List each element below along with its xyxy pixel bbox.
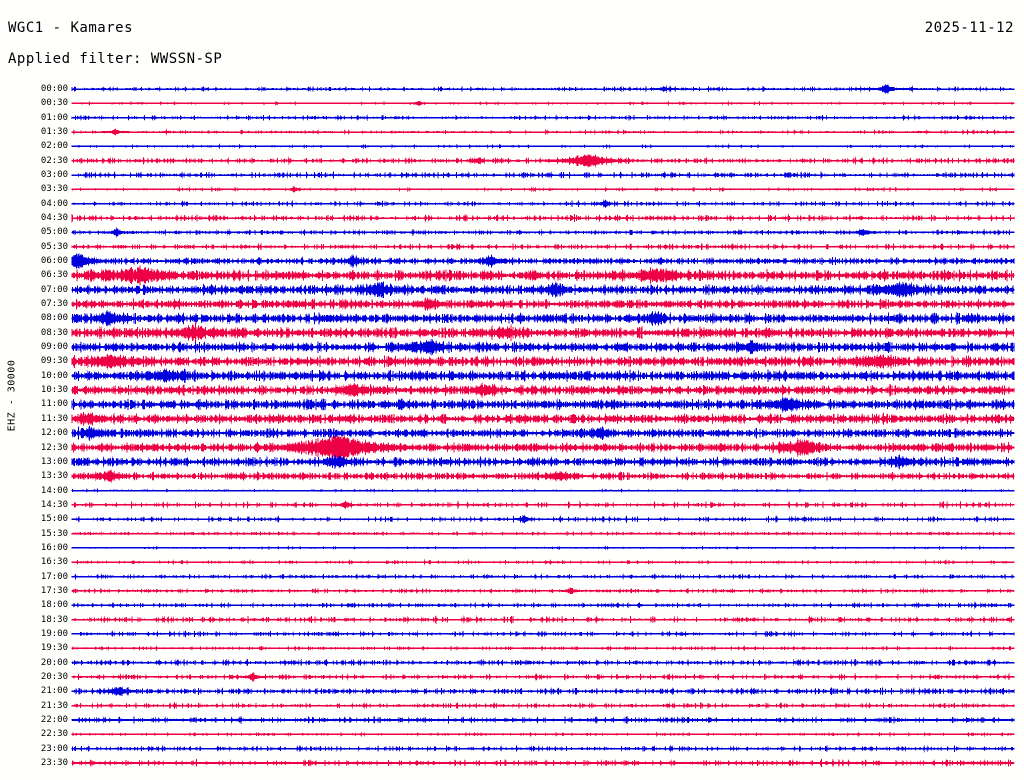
time-label: 01:30 <box>40 127 68 138</box>
page-title: WGC1 - Kamares <box>8 20 134 36</box>
time-label: 07:00 <box>40 284 68 295</box>
time-label: 10:00 <box>40 370 68 381</box>
time-label: 22:30 <box>40 729 68 740</box>
time-label: 16:00 <box>40 542 68 553</box>
time-label: 18:00 <box>40 600 68 611</box>
time-label: 13:30 <box>40 471 68 482</box>
time-label: 12:00 <box>40 428 68 439</box>
time-label: 18:30 <box>40 614 68 625</box>
time-label: 14:00 <box>40 485 68 496</box>
time-label: 00:00 <box>40 84 68 94</box>
time-label: 05:00 <box>40 227 68 238</box>
time-label: 09:00 <box>40 342 68 353</box>
time-label: 21:30 <box>40 700 68 711</box>
seismogram-traces <box>71 83 1015 768</box>
time-label: 06:30 <box>40 270 68 281</box>
time-label: 23:30 <box>40 757 68 768</box>
time-label: 08:00 <box>40 313 68 324</box>
time-label: 15:00 <box>40 514 68 525</box>
time-label: 04:30 <box>40 213 68 224</box>
time-label: 19:00 <box>40 628 68 639</box>
time-label: 08:30 <box>40 327 68 338</box>
time-label: 00:30 <box>40 98 68 109</box>
time-label: 14:30 <box>40 499 68 510</box>
time-label: 04:00 <box>40 198 68 209</box>
applied-filter-label: Applied filter: WWSSN-SP <box>8 51 223 67</box>
time-label: 01:00 <box>40 112 68 123</box>
time-label: 19:30 <box>40 643 68 654</box>
time-label: 10:30 <box>40 385 68 396</box>
time-label: 06:00 <box>40 256 68 267</box>
time-label: 16:30 <box>40 557 68 568</box>
time-label: 15:30 <box>40 528 68 539</box>
time-axis-labels: 00:00 00:30 01:00 01:30 02:00 02:30 03:00 03:30… <box>18 80 68 780</box>
time-label: 09:30 <box>40 356 68 367</box>
time-label: 12:30 <box>40 442 68 453</box>
time-label: 02:30 <box>40 155 68 166</box>
seismogram-plot <box>0 80 1024 780</box>
time-label: 17:30 <box>40 585 68 596</box>
time-label: 05:30 <box>40 241 68 252</box>
time-label: 03:00 <box>40 170 68 181</box>
time-label: 22:00 <box>40 714 68 725</box>
time-label: 13:00 <box>40 456 68 467</box>
time-label: 11:30 <box>40 413 68 424</box>
time-label: 17:00 <box>40 571 68 582</box>
time-label: 20:00 <box>40 657 68 668</box>
time-label: 03:30 <box>40 184 68 195</box>
time-label: 11:00 <box>40 399 68 410</box>
record-date: 2025-11-12 <box>924 20 1014 36</box>
time-label: 02:00 <box>40 141 68 152</box>
time-label: 23:00 <box>40 743 68 754</box>
time-label: 20:30 <box>40 671 68 682</box>
time-label: 21:00 <box>40 686 68 697</box>
time-label: 07:30 <box>40 299 68 310</box>
